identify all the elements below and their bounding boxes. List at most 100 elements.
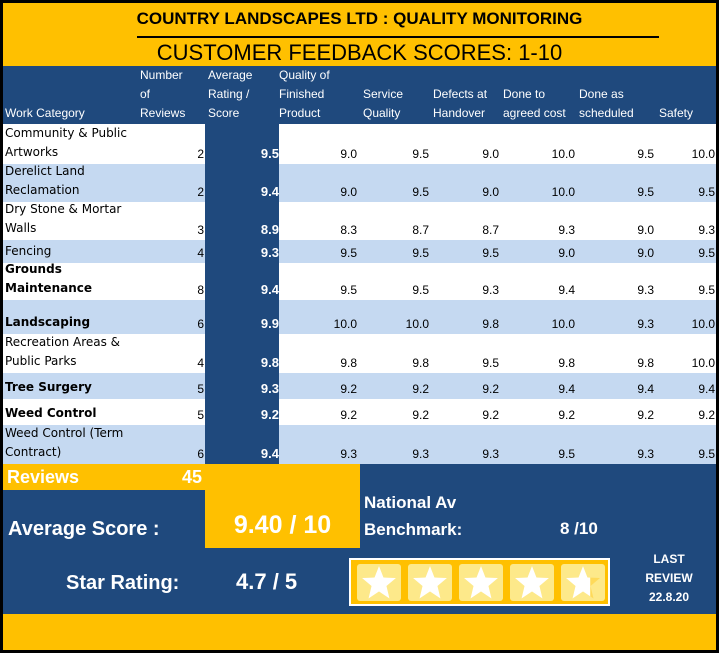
row-defects: 9.3 — [482, 283, 499, 297]
row-cost: 10.0 — [551, 147, 575, 161]
title-divider — [137, 36, 659, 38]
table-row: Recreation Areas & Public Parks 4 9.8 9.8 9.… — [3, 334, 716, 373]
last-review: LAST REVIEW 22.8.20 — [645, 552, 693, 604]
row-average-cell: 9.4 — [205, 425, 279, 464]
row-reviews: 6 — [197, 447, 204, 461]
row-average: 9.9 — [260, 316, 279, 331]
row-schedule: 9.2 — [637, 408, 654, 422]
row-defects: 9.2 — [482, 382, 499, 396]
row-quality: 9.5 — [340, 246, 357, 260]
row-quality: 10.0 — [333, 317, 357, 331]
row-safety: 10.0 — [691, 147, 715, 161]
row-safety: 9.5 — [698, 246, 715, 260]
table-row: Grounds Maintenance 8 9.5 9.5 9.3 9.4 9.3 9.5 — [3, 262, 716, 300]
star-icon — [357, 564, 401, 601]
row-reviews: 6 — [197, 317, 204, 331]
star-rating-value: 4.7 / 5 — [236, 569, 298, 594]
star-icon — [510, 564, 554, 601]
row-average-cell: 9.4 — [205, 263, 279, 300]
star-icon — [561, 564, 605, 601]
row-quality: 9.5 — [340, 283, 357, 297]
row-category: Community & Public Artworks — [5, 126, 127, 159]
row-cost: 9.0 — [558, 246, 575, 260]
star-rating-display — [349, 558, 610, 606]
header-quality: Quality of Finished Product — [279, 68, 330, 120]
table-row: Weed Control 5 9.2 9.2 9.2 9.2 9.2 9.2 — [3, 399, 716, 425]
row-average-cell: 9.2 — [205, 399, 279, 425]
row-service: 10.0 — [405, 317, 429, 331]
row-reviews: 4 — [197, 246, 204, 260]
table-row: Dry Stone & Mortar Walls 3 8.3 8.7 8.7 9.3 9.0… — [3, 202, 716, 240]
table-header: Work Category Number of Reviews Average … — [3, 66, 716, 124]
average-score-value: 9.40 / 10 — [233, 511, 332, 539]
row-average-cell: 9.5 — [205, 124, 279, 164]
row-cost: 9.3 — [558, 223, 575, 237]
table-row: Community & Public Artworks 2 9.0 9.5 9.0 10.… — [3, 124, 716, 164]
row-reviews: 3 — [197, 223, 204, 237]
header-safety: Safety — [659, 106, 694, 120]
row-average: 9.3 — [260, 245, 279, 260]
row-schedule: 9.4 — [637, 382, 654, 396]
row-average: 9.2 — [260, 407, 279, 422]
row-defects: 9.5 — [482, 356, 499, 370]
row-category: Weed Control — [5, 406, 97, 420]
star-icon — [459, 564, 503, 601]
row-category: Grounds Maintenance — [5, 262, 93, 295]
row-category: Recreation Areas & Public Parks — [5, 335, 121, 368]
star-icon — [408, 564, 452, 601]
row-cost: 9.5 — [558, 447, 575, 461]
national-benchmark-value: 8 /10 — [560, 519, 598, 538]
row-quality: 9.2 — [340, 408, 357, 422]
national-benchmark-label-1: National Av — [364, 493, 457, 512]
row-safety: 9.5 — [698, 447, 715, 461]
row-cost: 10.0 — [551, 185, 575, 199]
row-reviews: 2 — [197, 147, 204, 161]
row-schedule: 9.0 — [637, 246, 654, 260]
report-title: COUNTRY LANDSCAPES LTD : QUALITY MONITOR… — [136, 9, 583, 28]
row-safety: 9.5 — [698, 283, 715, 297]
table-row: Tree Surgery 5 9.2 9.2 9.2 9.4 9.4 9.4 — [3, 373, 716, 399]
footer-bar — [3, 614, 716, 650]
header-average: Average Rating / Score — [208, 68, 253, 120]
row-safety: 10.0 — [691, 317, 715, 331]
row-schedule: 9.8 — [637, 356, 654, 370]
row-average: 9.3 — [260, 381, 279, 396]
row-average: 8.9 — [260, 222, 279, 237]
row-average-cell: 8.9 — [205, 202, 279, 240]
row-average-cell: 9.3 — [205, 240, 279, 263]
row-average: 9.4 — [260, 282, 279, 297]
header-category: Work Category — [5, 106, 85, 120]
average-column — [205, 124, 279, 464]
row-cost: 9.8 — [558, 356, 575, 370]
row-reviews: 8 — [197, 283, 204, 297]
row-average: 9.4 — [260, 446, 279, 461]
row-reviews: 5 — [197, 408, 204, 422]
average-score-label: Average Score : — [8, 518, 160, 540]
row-schedule: 9.5 — [637, 185, 654, 199]
national-benchmark-label-2: Benchmark: — [364, 520, 463, 539]
row-safety: 9.2 — [698, 408, 715, 422]
row-schedule: 9.0 — [637, 223, 654, 237]
row-defects: 9.0 — [482, 147, 499, 161]
header-service: Service Quality — [363, 87, 404, 120]
row-category: Weed Control (Term Contract) — [5, 426, 124, 459]
row-service: 9.5 — [412, 283, 429, 297]
row-reviews: 5 — [197, 382, 204, 396]
row-defects: 9.8 — [482, 317, 499, 331]
header-reviews: Number of Reviews — [140, 68, 186, 120]
table-row: Fencing 4 9.5 9.5 9.5 9.0 9.0 9.5 — [3, 240, 716, 263]
row-quality: 9.8 — [340, 356, 357, 370]
row-quality: 8.3 — [340, 223, 357, 237]
row-average-cell: 9.4 — [205, 164, 279, 202]
table-row: Weed Control (Term Contract) 6 9.3 9.3 9.3 9.… — [3, 425, 716, 464]
report-subtitle: CUSTOMER FEEDBACK SCORES: 1-10 — [156, 40, 563, 65]
row-cost: 9.2 — [558, 408, 575, 422]
reviews-total-bar: Reviews 45 — [3, 464, 205, 490]
row-service: 9.3 — [412, 447, 429, 461]
average-score-box: 9.40 / 10 — [205, 464, 360, 548]
row-schedule: 9.3 — [637, 317, 654, 331]
scores-table: Work Category Number of Reviews Average … — [3, 66, 716, 464]
header-cost: Done to agreed cost — [503, 87, 566, 120]
row-quality: 9.0 — [340, 147, 357, 161]
row-category: Tree Surgery — [5, 380, 92, 394]
